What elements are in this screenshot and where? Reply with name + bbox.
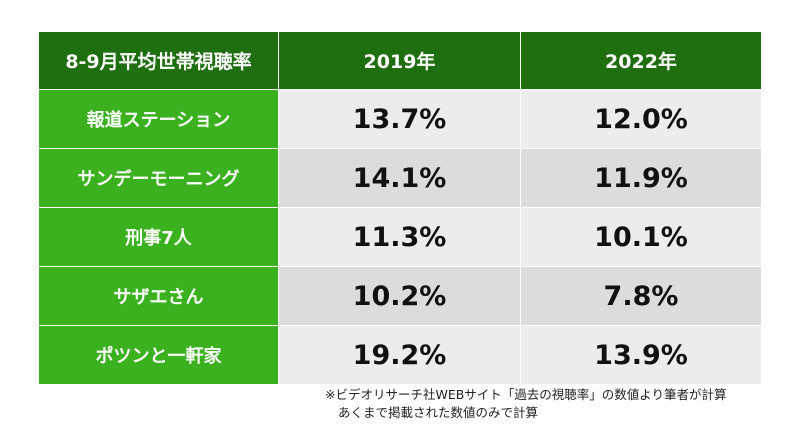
table-title: 8-9月平均世帯視聴率	[38, 31, 279, 90]
header-row: 8-9月平均世帯視聴率 2019年 2022年	[38, 31, 762, 90]
value-cell-2019: 11.3%	[278, 207, 521, 267]
value-cell-2022: 10.1%	[520, 207, 762, 267]
value-cell-2022: 13.9%	[520, 325, 762, 385]
calculation-note: あくまで掲載された数値のみで計算	[338, 405, 539, 420]
value-cell-2019: 14.1%	[278, 148, 521, 208]
table-row: サザエさん 10.2% 7.8%	[38, 266, 762, 326]
row-label: サザエさん	[38, 266, 279, 326]
table-row: ポツンと一軒家 19.2% 13.9%	[38, 325, 762, 385]
value-cell-2022: 12.0%	[520, 89, 762, 149]
table-row: サンデーモーニング 14.1% 11.9%	[38, 148, 762, 208]
row-label: サンデーモーニング	[38, 148, 279, 208]
value-cell-2022: 7.8%	[520, 266, 762, 326]
row-label: 刑事7人	[38, 207, 279, 267]
value-cell-2019: 13.7%	[278, 89, 521, 149]
row-label: ポツンと一軒家	[38, 325, 279, 385]
source-note: ※ビデオリサーチ社WEBサイト「過去の視聴率」の数値より筆者が計算	[325, 387, 727, 402]
value-cell-2019: 10.2%	[278, 266, 521, 326]
value-cell-2019: 19.2%	[278, 325, 521, 385]
column-header-2022: 2022年	[520, 31, 762, 90]
row-label: 報道ステーション	[38, 89, 279, 149]
table-row: 報道ステーション 13.7% 12.0%	[38, 89, 762, 149]
value-cell-2022: 11.9%	[520, 148, 762, 208]
column-header-2019: 2019年	[278, 31, 521, 90]
ratings-table: 8-9月平均世帯視聴率 2019年 2022年 報道ステーション 13.7% 1…	[38, 31, 762, 385]
source-notes: ※ビデオリサーチ社WEBサイト「過去の視聴率」の数値より筆者が計算 あくまで掲載…	[325, 386, 727, 422]
table-row: 刑事7人 11.3% 10.1%	[38, 207, 762, 267]
